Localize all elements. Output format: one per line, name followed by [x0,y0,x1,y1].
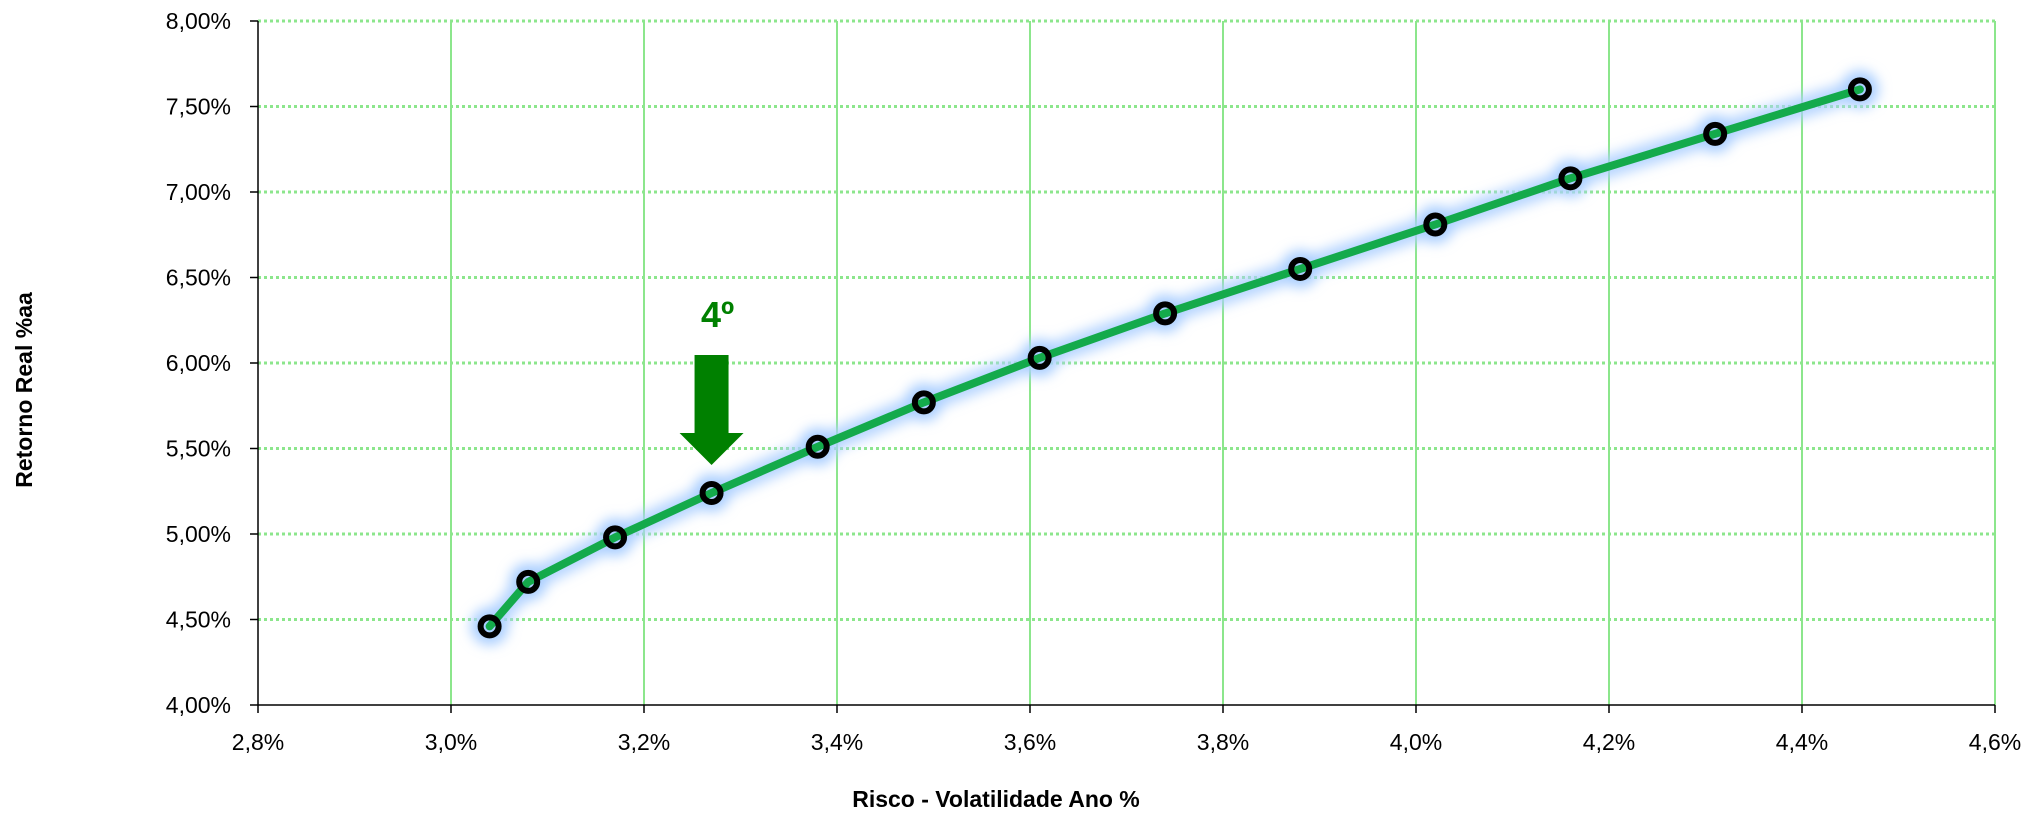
y-tick-label: 6,00% [166,350,231,376]
data-point [1558,166,1583,191]
series-glow [470,70,1879,646]
data-point [911,390,936,415]
x-tick-label: 4,2% [1583,729,1635,755]
y-tick-label: 8,00% [166,8,231,34]
grid [258,19,1996,705]
y-axis-title: Retorno Real %aa [11,292,37,488]
down-arrow-icon [679,354,744,465]
data-point [805,434,830,459]
data-point [1423,212,1448,237]
data-point [1153,301,1178,326]
x-tick-label: 3,2% [618,729,670,755]
data-point [699,480,724,505]
annotation: 4º [679,294,744,465]
x-tick-label: 4,6% [1969,729,2021,755]
y-tick-label: 4,00% [166,692,231,718]
data-point [516,569,541,594]
y-tick-label: 7,50% [166,94,231,120]
x-tick-label: 3,6% [1004,729,1056,755]
x-tick-label: 2,8% [232,729,284,755]
x-tick-label: 4,4% [1776,729,1828,755]
data-point [1027,345,1052,370]
data-point [603,525,628,550]
series-line [485,85,1864,631]
x-tick-label: 3,8% [1197,729,1249,755]
series [477,77,1872,639]
y-tick-label: 5,00% [166,521,231,547]
data-point [477,614,502,639]
data-point [1288,256,1313,281]
axes: 2,8% 3,0% 3,2% 3,4% 3,6% 3,8% 4,0% 4,2% 4,4% 4,6%… [166,8,2021,755]
y-tick-label: 6,50% [166,265,231,291]
annotation-label: 4º [701,294,734,335]
x-tick-label: 3,4% [811,729,863,755]
x-axis-title: Risco - Volatilidade Ano % [852,786,1140,812]
y-tick-label: 5,50% [166,436,231,462]
data-point [1847,77,1872,102]
y-tick-label: 7,00% [166,179,231,205]
y-tick-label: 4,50% [166,607,231,633]
x-tick-label: 3,0% [425,729,477,755]
x-tick-label: 4,0% [1390,729,1442,755]
data-point [1703,121,1728,146]
